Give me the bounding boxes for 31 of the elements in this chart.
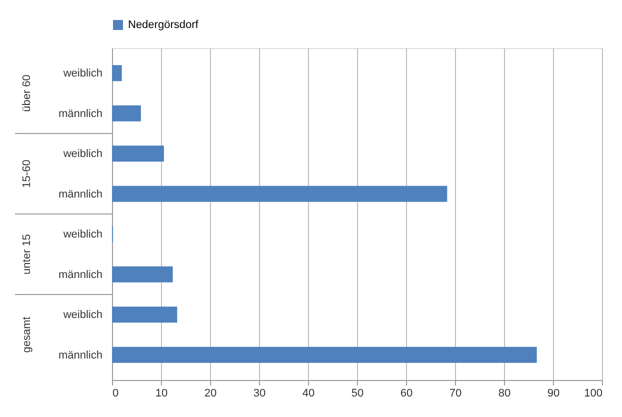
bar: [112, 266, 173, 282]
y-tick-label: männlich: [58, 108, 102, 120]
x-tick-label: 20: [204, 388, 217, 400]
y-tick-label: weiblich: [62, 228, 102, 241]
y-tick-label: männlich: [58, 268, 102, 281]
bar: [112, 146, 164, 162]
y-tick-label: weiblich: [62, 148, 102, 160]
x-tick-label: 80: [498, 388, 511, 400]
text: über 60: [21, 74, 33, 112]
text: 15-60: [21, 160, 33, 188]
x-tick-label: 90: [547, 388, 560, 400]
x-tick-label: 0: [112, 388, 119, 400]
text: unter 15: [21, 234, 33, 274]
y-tick-label: männlich: [58, 349, 102, 362]
bar: [112, 105, 141, 122]
x-tick-label: 10: [155, 388, 168, 400]
x-tick-label: 70: [449, 388, 462, 400]
x-tick-label: 50: [351, 388, 364, 400]
text: gesamt: [21, 316, 33, 353]
bar: [112, 306, 178, 323]
x-tick-label: 100: [584, 388, 602, 400]
bar: [112, 346, 537, 363]
x-tick-label: 60: [400, 388, 413, 400]
x-tick-label: 30: [253, 388, 266, 400]
y-tick-label: männlich: [58, 188, 102, 200]
y-tick-label: weiblich: [62, 309, 102, 322]
x-tick-label: 40: [302, 388, 315, 400]
legend-label: Nedergörsdorf: [128, 19, 200, 31]
bar: [112, 65, 122, 82]
bar: [112, 186, 448, 202]
y-tick-label: weiblich: [62, 68, 102, 80]
